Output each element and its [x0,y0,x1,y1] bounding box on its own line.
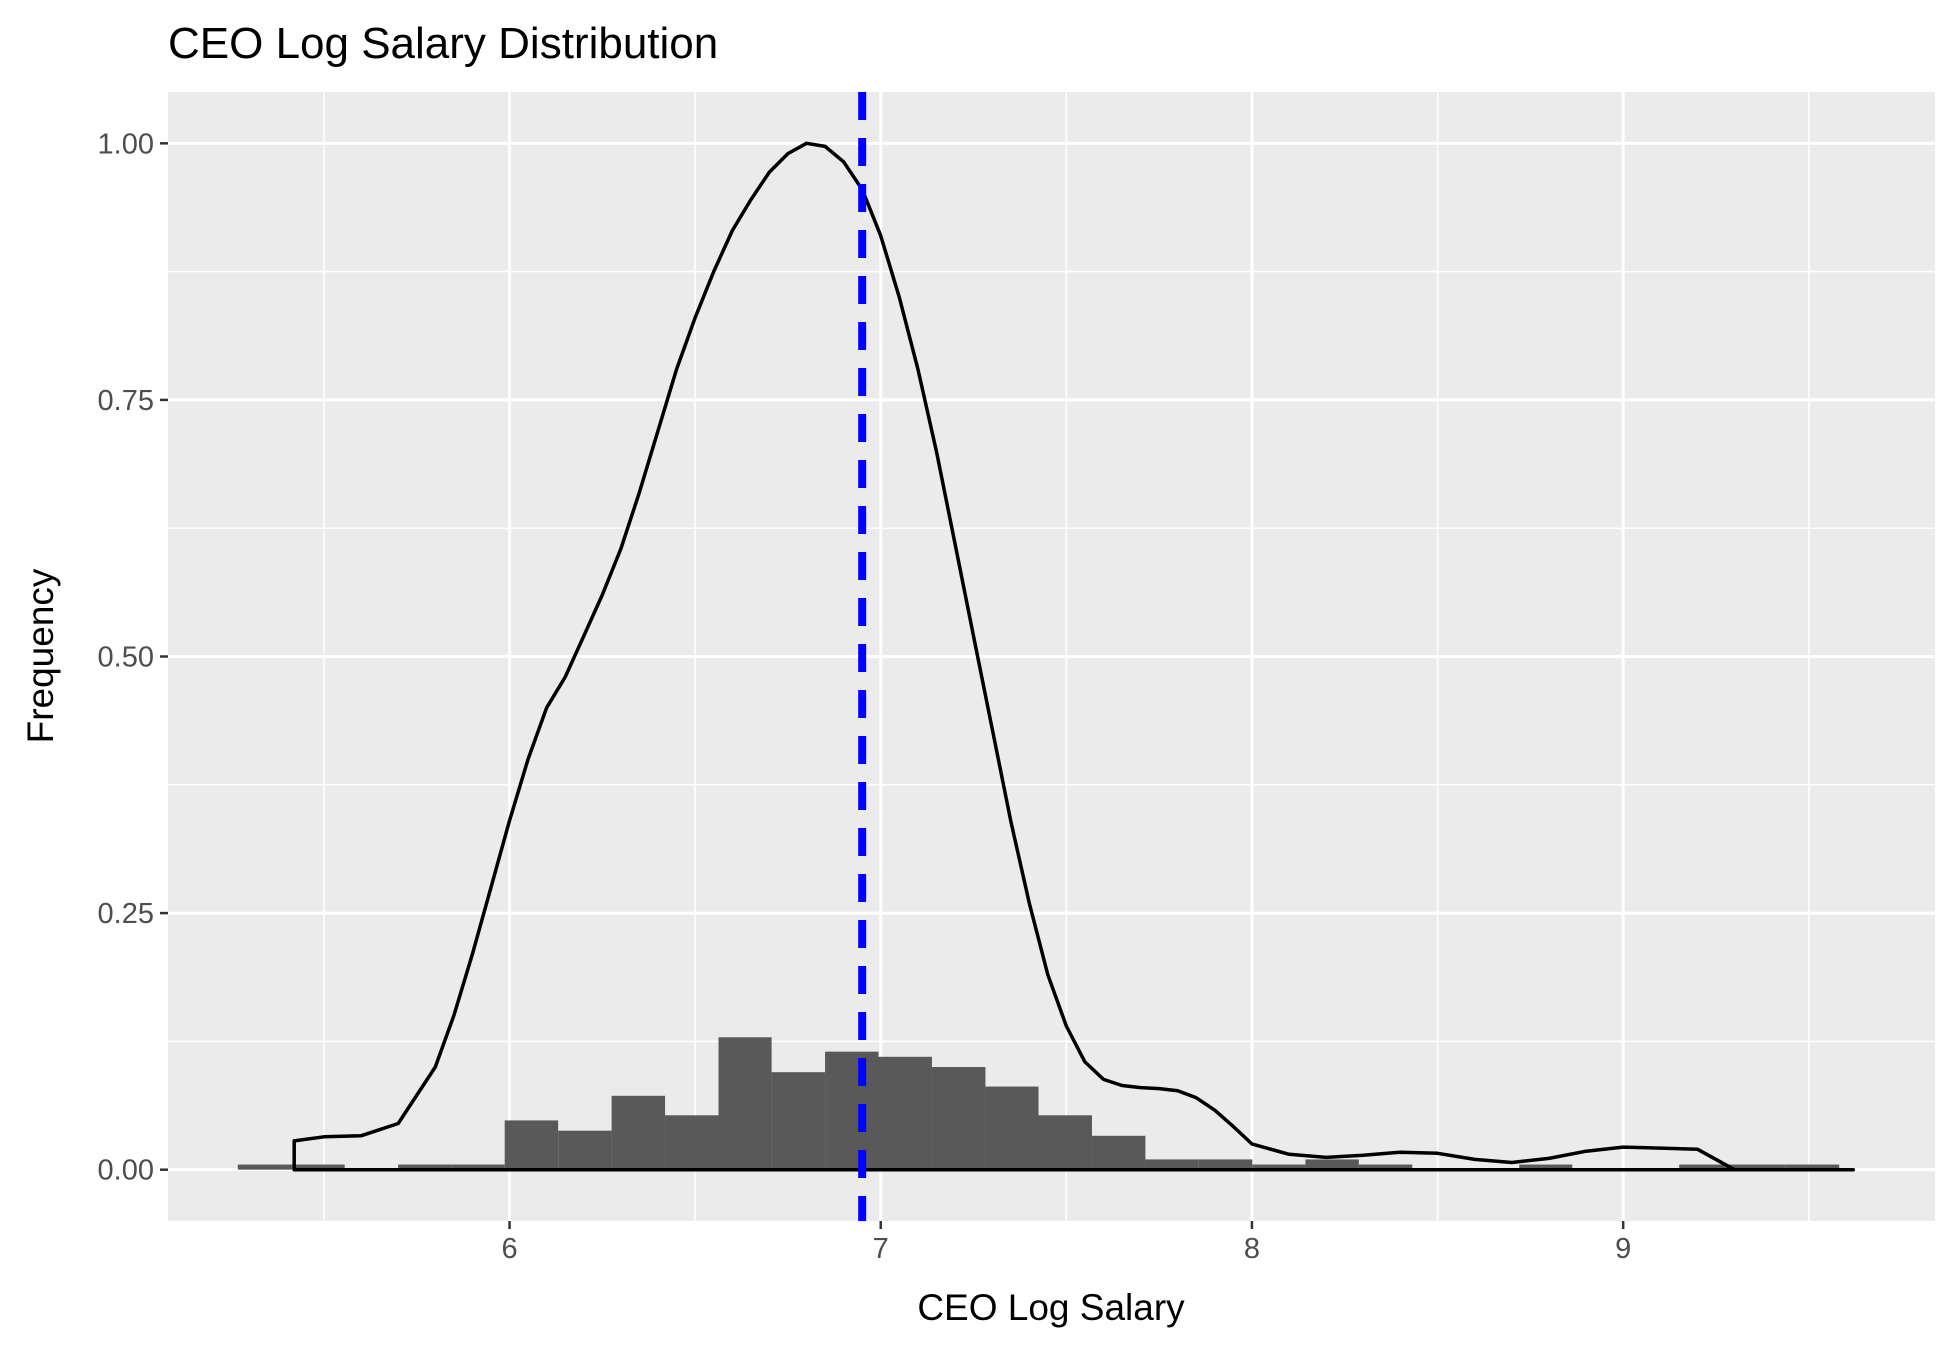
histogram-bar [1679,1164,1733,1170]
histogram-bar [665,1115,719,1170]
histogram-bar [504,1120,559,1170]
y-axis-ticks: 0.00 0.25 0.50 0.75 1.00 [98,128,168,1187]
x-tick-label: 7 [873,1233,889,1265]
histogram-bar [451,1164,505,1170]
y-tick-label: 0.25 [98,898,154,930]
chart-title: CEO Log Salary Distribution [168,19,718,68]
histogram-bar [1785,1164,1840,1170]
histogram-bar [1732,1164,1786,1170]
y-tick-label: 0.50 [98,642,154,674]
x-axis-title: CEO Log Salary [917,1287,1185,1328]
histogram-bar [1519,1164,1573,1170]
x-axis-ticks: 6 7 8 9 [501,1221,1631,1265]
histogram-bar [931,1067,986,1170]
y-tick-label: 0.75 [98,385,154,417]
histogram-bar [825,1051,879,1170]
histogram-bar [611,1095,666,1170]
y-tick-label: 0.00 [98,1155,154,1187]
x-tick-label: 6 [501,1233,517,1265]
histogram-bar [1145,1159,1199,1170]
y-axis-title: Frequency [20,568,61,743]
histogram-bar [1358,1164,1413,1170]
histogram-bar [1305,1159,1359,1170]
histogram-bar [878,1056,932,1170]
histogram-bar [1038,1115,1092,1170]
x-tick-label: 8 [1244,1233,1260,1265]
histogram-bar [771,1072,826,1170]
x-tick-label: 9 [1615,1233,1631,1265]
histogram-bar [1198,1159,1253,1170]
density-curve [292,141,1856,1172]
histogram-bar [237,1164,292,1170]
histogram-bars [237,1037,1840,1170]
histogram-bar [718,1037,772,1170]
histogram-bar [291,1164,345,1170]
histogram-bar [1252,1164,1306,1170]
histogram-bar [398,1164,452,1170]
histogram-bar [985,1086,1039,1170]
histogram-bar [1091,1135,1146,1170]
histogram-bar [558,1130,612,1170]
y-tick-label: 1.00 [98,128,154,160]
